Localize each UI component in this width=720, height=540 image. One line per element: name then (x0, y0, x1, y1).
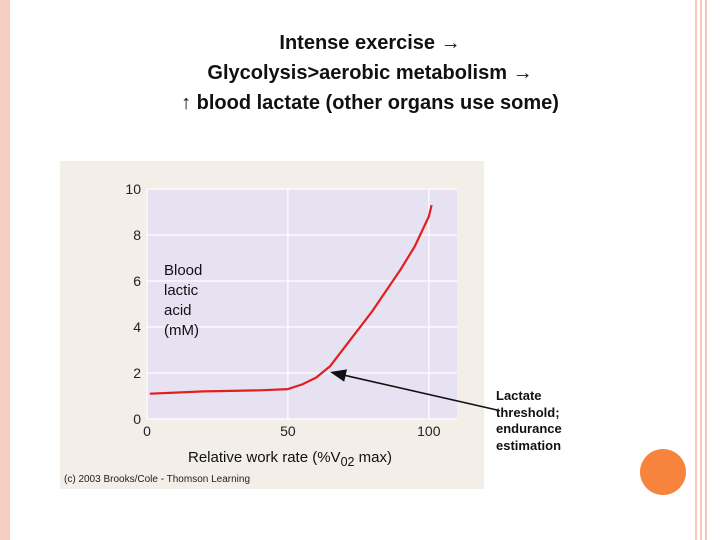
left-accent-bar (0, 0, 10, 540)
right-border-line (695, 0, 697, 540)
slide-title: Intense exercise → Glycolysis>aerobic me… (0, 28, 720, 118)
right-border-line (705, 0, 707, 540)
lactate-curve (149, 204, 433, 395)
right-border-line (700, 0, 702, 540)
title-line-1: Intense exercise → (279, 32, 461, 54)
lactate-threshold-annotation: Lactate threshold; endurance estimation (496, 388, 562, 453)
decorative-circle (640, 449, 686, 495)
arrow-icon: → (440, 32, 461, 54)
y-axis-label: Blood lactic acid (mM) (164, 262, 203, 339)
title-line-3: ↑ blood lactate (other organs use some) (181, 92, 559, 114)
x-tick-label: 0 (143, 423, 151, 439)
annotation-arrow (330, 369, 498, 411)
y-tick-label: 4 (133, 319, 141, 335)
y-tick-label: 6 (133, 273, 141, 289)
y-tick-label: 10 (125, 181, 141, 197)
x-axis-label: Relative work rate (%V02 max) (188, 449, 392, 469)
arrow-icon: → (512, 62, 533, 84)
up-arrow-icon: ↑ (181, 92, 192, 114)
y-tick-label: 0 (133, 411, 141, 427)
x-tick-label: 50 (280, 423, 296, 439)
y-tick-label: 8 (133, 227, 141, 243)
plot-area (147, 189, 457, 419)
y-tick-label: 2 (133, 365, 141, 381)
copyright-note: (c) 2003 Brooks/Cole - Thomson Learning (64, 474, 251, 485)
x-tick-label: 100 (417, 423, 441, 439)
title-line-2: Glycolysis>aerobic metabolism → (207, 62, 533, 84)
